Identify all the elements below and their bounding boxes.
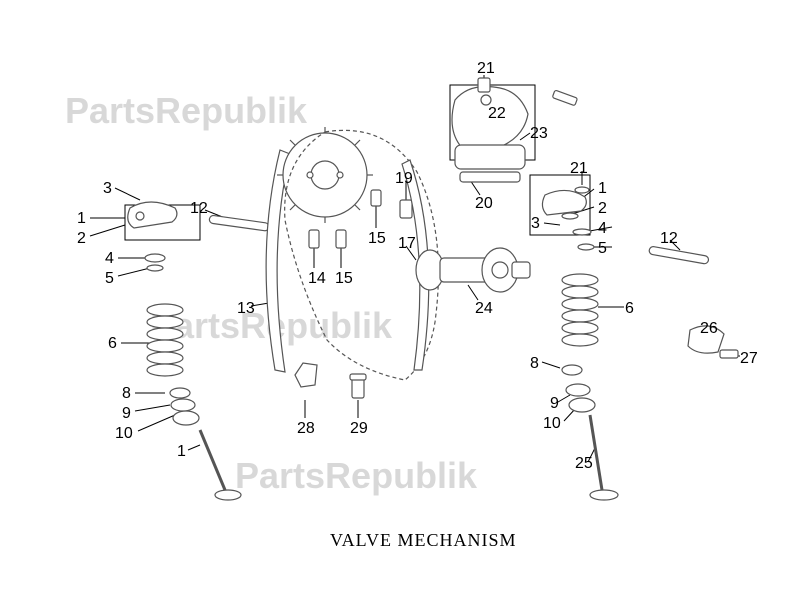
callout-1c: 1 (598, 180, 607, 198)
callout-12b: 12 (660, 230, 678, 248)
callout-14: 14 (308, 270, 326, 288)
diagram-title: VALVE MECHANISM (330, 530, 517, 551)
callout-13: 13 (237, 300, 255, 318)
callout-20: 20 (475, 195, 493, 213)
callout-22: 22 (488, 105, 506, 123)
right-spring (562, 274, 598, 346)
callout-25: 25 (575, 455, 593, 473)
callout-6a: 6 (108, 335, 117, 353)
callout-5a: 5 (105, 270, 114, 288)
callout-9a: 9 (122, 405, 131, 423)
callout-6b: 6 (625, 300, 634, 318)
callout-17: 17 (398, 235, 416, 253)
camshaft (416, 248, 530, 292)
callout-12a: 12 (190, 200, 208, 218)
callout-1a: 1 (77, 210, 86, 228)
callout-2b: 2 (598, 200, 607, 218)
callout-21b: 21 (570, 160, 588, 178)
callout-24: 24 (475, 300, 493, 318)
callout-28: 28 (297, 420, 315, 438)
callout-1b: 1 (177, 443, 186, 461)
callout-10b: 10 (543, 415, 561, 433)
callout-8b: 8 (530, 355, 539, 373)
callout-4b: 4 (598, 220, 607, 238)
valve-mechanism-diagram (0, 0, 800, 600)
callout-5b: 5 (598, 240, 607, 258)
sprocket (277, 127, 373, 223)
callout-3a: 3 (103, 180, 112, 198)
callout-2a: 2 (77, 230, 86, 248)
callout-29: 29 (350, 420, 368, 438)
cam-holder (452, 87, 528, 183)
callout-21a: 21 (477, 60, 495, 78)
callout-26: 26 (700, 320, 718, 338)
callout-15b: 15 (368, 230, 386, 248)
callout-10a: 10 (115, 425, 133, 443)
callout-23: 23 (530, 125, 548, 143)
parts (128, 78, 738, 500)
callout-8a: 8 (122, 385, 131, 403)
callout-19: 19 (395, 170, 413, 188)
callout-3b: 3 (531, 215, 540, 233)
left-spring (147, 304, 183, 376)
callout-9b: 9 (550, 395, 559, 413)
callout-27: 27 (740, 350, 758, 368)
callout-4a: 4 (105, 250, 114, 268)
callout-15a: 15 (335, 270, 353, 288)
